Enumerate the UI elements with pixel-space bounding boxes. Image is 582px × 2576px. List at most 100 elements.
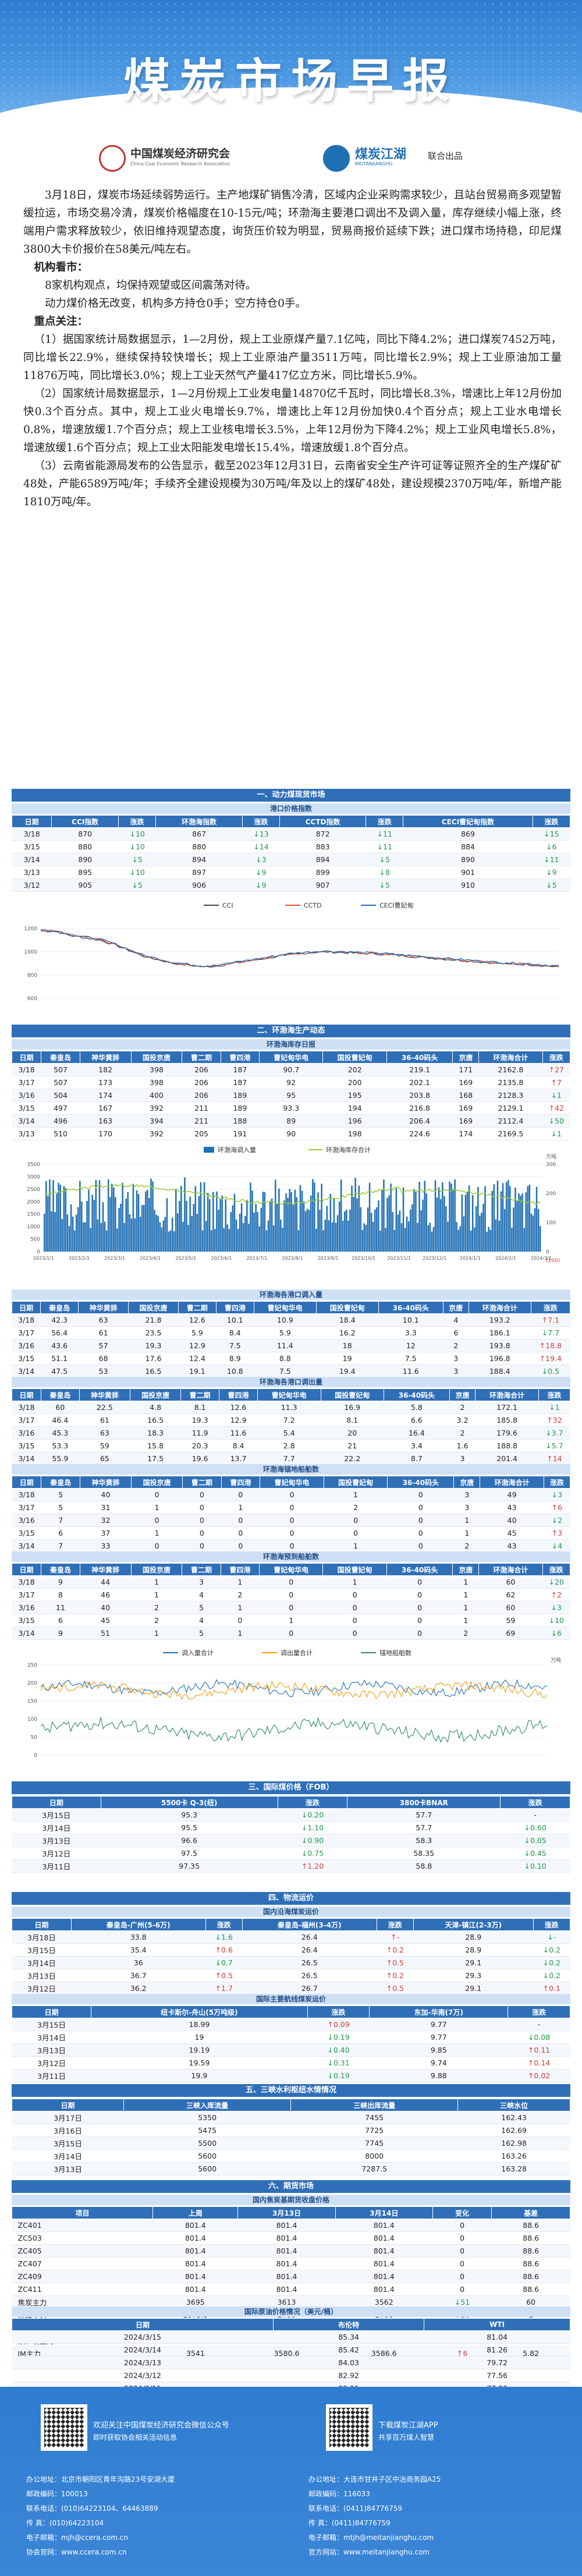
- table-cell: 0: [322, 1627, 387, 1640]
- table-cell: 188.8: [475, 1439, 539, 1452]
- table-cell: 3月15日: [12, 2018, 91, 2031]
- ccera-qr-code[interactable]: [41, 2404, 87, 2451]
- inflow-bar: [329, 1193, 332, 1252]
- inflow-bar: [269, 1200, 271, 1252]
- table-cell: 0: [221, 1514, 260, 1527]
- table-cell: 19.19: [91, 2043, 308, 2057]
- table-cell: 801.4: [152, 2270, 238, 2283]
- inflow-bar: [459, 1226, 461, 1252]
- table-cell: 1: [131, 1575, 182, 1589]
- x-tick-label: 2023/11/1: [387, 1256, 411, 1261]
- column-header: 曹二期: [182, 1476, 222, 1489]
- column-header: 涨跌: [307, 2005, 370, 2018]
- table-cell: ↓0.19: [307, 2069, 370, 2082]
- inflow-bar: [91, 1195, 93, 1252]
- subsection-outflow: 环渤海各港口调出量: [12, 1377, 570, 1387]
- table-cell: 8.4: [216, 1326, 254, 1340]
- y2-tick-label: 100: [546, 1220, 556, 1226]
- table-cell: 202.1: [386, 1076, 453, 1089]
- table-cell: 3/14: [12, 1452, 41, 1465]
- y-tick-label: 3000: [27, 1174, 40, 1180]
- inflow-bar: [399, 1210, 401, 1252]
- table-cell: ↓3.7: [538, 1426, 570, 1440]
- table-cell: 26.4: [242, 1943, 377, 1957]
- table-cell: 88.6: [491, 2219, 570, 2232]
- table-cell: 3/13: [12, 866, 52, 879]
- table-cell: ↓0.05: [500, 1834, 570, 1847]
- table-row: 3/15 53.3 59 15.8 20.3 8.4 2.8 21 3.4 1.6 188.8 ↓5.…: [12, 1439, 570, 1452]
- inflow-bar: [237, 1229, 239, 1252]
- table-cell: 18: [316, 1339, 379, 1352]
- column-header: 曹四港: [220, 1563, 260, 1576]
- mtjh-website[interactable]: 官方网站：www.meitanjianghu.com: [308, 2548, 430, 2556]
- inflow-bar: [503, 1209, 506, 1252]
- table-cell: 1: [221, 1575, 260, 1589]
- table-cell: 2169.5: [478, 1127, 543, 1140]
- table-cell: 10.1: [378, 1313, 443, 1327]
- table-cell: ↑42: [542, 1101, 570, 1115]
- inflow-bar: [275, 1179, 276, 1252]
- table-row: ZC401 801.4 801.4 801.4 0 88.6: [12, 2219, 570, 2232]
- table-cell: 4: [182, 1588, 221, 1601]
- table-cell: 4: [182, 1614, 221, 1627]
- table-cell: 392: [131, 1127, 182, 1140]
- table-cell: 899: [279, 866, 366, 879]
- mtjh-email[interactable]: 电子邮箱：mtjh@meitanjianghu.com: [308, 2534, 434, 2542]
- table-cell: 3/15: [12, 1614, 41, 1627]
- inflow-table: 日期 秦皇岛 神华黄骅 国投京唐 曹二期 曹四港 曹妃甸华电 国投曹妃甸 36-40码头 京唐 环渤…: [11, 1301, 571, 1378]
- table-cell: 883: [279, 840, 366, 853]
- ccera-website[interactable]: 协会官网：www.ccera.com.cn: [26, 2548, 127, 2556]
- table-cell: 801.4: [152, 2244, 238, 2258]
- table-cell: ↓14: [242, 840, 280, 853]
- institution-text: 8家机构观点，均保持观望或区间震荡对待。: [45, 279, 257, 292]
- table-cell: 0: [259, 1601, 323, 1614]
- app-qr-label: 下载煤炭江湖APP: [378, 2421, 438, 2430]
- table-cell: 5.8: [384, 1401, 450, 1414]
- table-cell: ↑0.14: [508, 2056, 570, 2070]
- inflow-bar: [168, 1231, 170, 1252]
- inflow-bar: [171, 1217, 173, 1252]
- table-cell: 3: [453, 1501, 480, 1514]
- inflow-bar: [164, 1217, 166, 1252]
- table-cell: 0: [131, 1488, 183, 1501]
- inflow-bar: [406, 1216, 408, 1252]
- table-row: 3/17 46.4 61 16.5 19.3 12.9 7.2 8.1 6.6 3.2 185.8 ↑…: [12, 1413, 570, 1427]
- app-qr-code[interactable]: [326, 2404, 372, 2451]
- table-row: 3/16 7 32 0 0 0 0 0 0 1 40 ↓2: [12, 1514, 570, 1527]
- table-cell: 163: [80, 1114, 132, 1128]
- table-cell: 5.4: [257, 1426, 321, 1440]
- table-cell: 17.5: [130, 1452, 181, 1465]
- table-cell: 801.4: [237, 2231, 336, 2245]
- inflow-bar: [297, 1230, 300, 1252]
- table-row: 3/15 51.1 68 17.6 12.4 8.9 8.8 19 7.5 3 196.8 ↑19.4: [12, 1352, 570, 1365]
- inflow-bar: [393, 1229, 396, 1252]
- column-header: 京唐: [452, 1051, 480, 1064]
- table-cell: ↓2: [544, 1514, 570, 1527]
- inflow-bar: [452, 1189, 454, 1252]
- inflow-bar: [388, 1195, 390, 1252]
- inflow-bar: [443, 1196, 445, 1252]
- table-cell: 206: [182, 1063, 221, 1076]
- table-cell: 10.8: [216, 1365, 254, 1378]
- table-cell: 95.5: [101, 1821, 278, 1834]
- table-cell: 84.03: [273, 2356, 424, 2369]
- table-row: 3月13日 19.19 ↓0.40 9.85 ↑0.11: [12, 2043, 570, 2057]
- inflow-bar: [400, 1223, 403, 1252]
- table-cell: 0: [432, 2244, 492, 2258]
- inflow-bar: [539, 1226, 541, 1252]
- table-cell: ↓0.60: [500, 1821, 570, 1834]
- table-cell: 45: [80, 1614, 132, 1627]
- table-cell: 79.72: [424, 2356, 570, 2369]
- logo-bar: 中国煤炭经济研究会 China Coal Economic Research A…: [0, 137, 582, 180]
- ccera-email[interactable]: 电子邮箱：mjh@ccera.com.cn: [26, 2534, 128, 2542]
- inflow-bar: [349, 1209, 351, 1252]
- table-cell: 5500: [123, 2136, 291, 2150]
- table-cell: 0: [386, 1627, 453, 1640]
- table-cell: 394: [131, 1114, 182, 1128]
- table-cell: 8: [41, 1588, 80, 1601]
- column-header: 神华黄骅: [79, 1051, 132, 1064]
- table-cell: 3/15: [12, 1352, 41, 1365]
- inflow-bar: [186, 1200, 187, 1252]
- table-row: 3月15日 35.4 ↑0.6 26.4 ↑0.2 28.9 ↓0.2: [12, 1943, 570, 1957]
- inflow-bar: [287, 1197, 289, 1252]
